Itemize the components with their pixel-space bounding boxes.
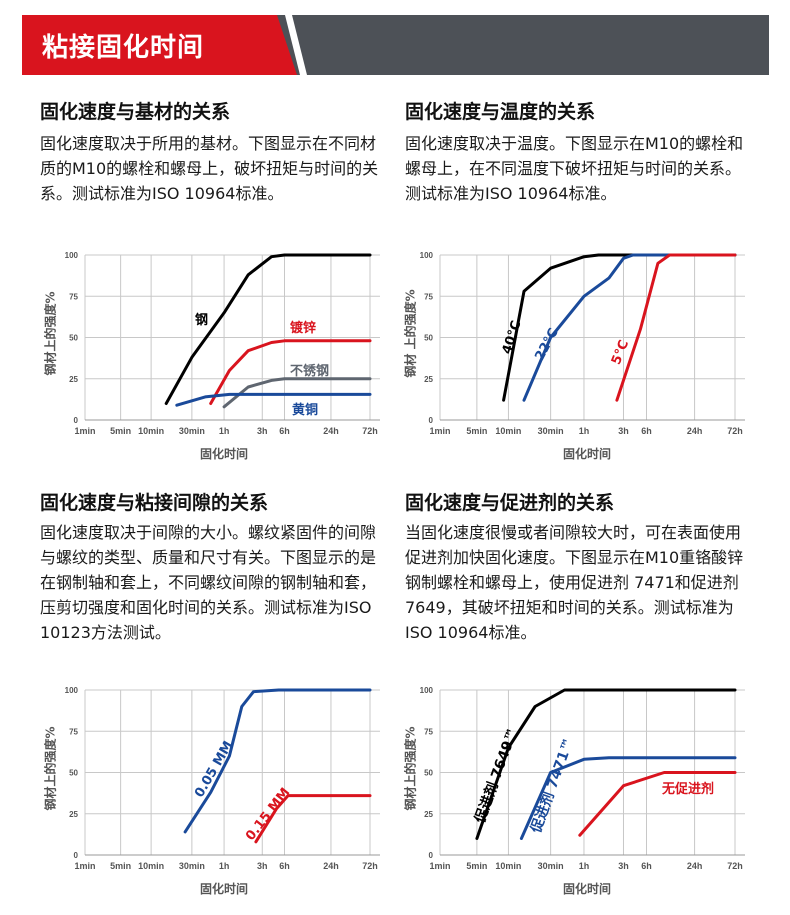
chart-svg: 1min 5min 10min 30min 1h 3h 6h 24h 72h 0 25 50 75 100 (420, 251, 745, 436)
y-tick-label: 100 (65, 686, 79, 695)
y-axis-label: 钢材上的强度% (43, 726, 58, 811)
y-tick-label: 75 (69, 292, 78, 301)
x-tick-label: 24h (323, 426, 339, 436)
chart-activator: 1min 5min 10min 30min 1h 3h 6h 24h 72h 0 25 50 75 100… (400, 680, 760, 900)
y-tick-label: 100 (420, 251, 434, 260)
y-tick-label: 75 (424, 292, 433, 301)
y-tick-label: 100 (65, 251, 79, 260)
y-tick-label: 25 (424, 375, 433, 384)
y-tick-label: 25 (69, 810, 78, 819)
x-tick-label: 10min (495, 426, 521, 436)
series-label: 钢 (195, 313, 209, 328)
x-tick-label: 1min (74, 861, 95, 871)
header-banner: 粘接固化时间 (22, 15, 769, 75)
x-tick-label: 1h (579, 426, 590, 436)
x-tick-label: 5min (110, 861, 131, 871)
x-tick-label: 72h (727, 861, 743, 871)
y-tick-label: 50 (69, 334, 78, 343)
y-tick-label: 75 (424, 727, 433, 736)
section-title: 固化速度与温度的关系 (405, 101, 596, 123)
chart-temperature: 1min 5min 10min 30min 1h 3h 6h 24h 72h 0 25 50 75 100… (400, 245, 760, 465)
x-tick-label: 1h (219, 426, 230, 436)
series-line (164, 253, 372, 405)
series-line (519, 756, 737, 840)
series-line (502, 253, 737, 402)
x-tick-label: 6h (641, 426, 652, 436)
x-tick-label: 6h (279, 861, 290, 871)
y-tick-label: 0 (429, 851, 434, 860)
x-tick-label: 10min (138, 861, 164, 871)
x-tick-label: 5min (466, 861, 487, 871)
x-tick-label: 30min (538, 861, 564, 871)
x-tick-label: 1h (579, 861, 590, 871)
y-tick-label: 0 (74, 851, 79, 860)
x-tick-label: 24h (687, 426, 703, 436)
series-line (615, 253, 737, 402)
section-title: 固化速度与粘接间隙的关系 (40, 492, 269, 514)
section-text: 固化速度取决于温度。下图显示在M10的螺栓和螺母上，在不同温度下破坏扭矩与时间的… (405, 134, 744, 203)
series-line (254, 794, 372, 844)
x-tick-label: 24h (323, 861, 339, 871)
x-tick-label: 3h (257, 861, 268, 871)
series-label: 无促进剂 (662, 782, 715, 797)
x-tick-label: 3h (257, 426, 268, 436)
x-tick-label: 30min (538, 426, 564, 436)
chart-substrate: 1min 5min 10min 30min 1h 3h 6h 24h 72h 0 25 50 75 100… (40, 245, 400, 465)
x-tick-label: 1min (429, 861, 450, 871)
y-axis-label: 钢材上的强度% (43, 291, 58, 376)
x-axis-label: 固化时间 (200, 882, 249, 896)
section-title: 固化速度与基材的关系 (40, 101, 231, 123)
y-tick-label: 25 (424, 810, 433, 819)
x-tick-label: 5min (466, 426, 487, 436)
chart-gap: 1min 5min 10min 30min 1h 3h 6h 24h 72h 0 25 50 75 100… (40, 680, 400, 900)
page-title: 粘接固化时间 (42, 33, 205, 63)
y-tick-label: 50 (424, 334, 433, 343)
x-tick-label: 10min (495, 861, 521, 871)
series-label: 黄铜 (292, 403, 319, 418)
series-line (209, 339, 372, 405)
x-tick-label: 1h (219, 861, 230, 871)
series-label: 镀锌 (290, 321, 317, 336)
x-axis-label: 固化时间 (563, 882, 612, 896)
section-text: 当固化速度很慢或者间隙较大时，可在表面使用促进剂加快固化速度。下图显示在M10重… (405, 523, 744, 642)
x-axis-label: 固化时间 (563, 447, 612, 461)
x-tick-label: 10min (138, 426, 164, 436)
x-tick-label: 6h (279, 426, 290, 436)
y-tick-label: 50 (424, 769, 433, 778)
x-axis-label: 固化时间 (200, 447, 249, 461)
x-tick-label: 72h (362, 426, 378, 436)
y-tick-label: 100 (420, 686, 434, 695)
x-tick-label: 30min (179, 861, 205, 871)
x-tick-label: 1min (74, 426, 95, 436)
series-label: 不锈钢 (290, 364, 330, 379)
y-tick-label: 25 (69, 375, 78, 384)
series-line (578, 771, 737, 837)
chart-svg: 1min 5min 10min 30min 1h 3h 6h 24h 72h 0 25 50 75 100 (65, 251, 380, 436)
series-line (522, 253, 737, 402)
y-tick-label: 0 (74, 416, 79, 425)
series-line (183, 688, 372, 834)
series-line (175, 392, 372, 407)
x-tick-label: 1min (429, 426, 450, 436)
x-tick-label: 3h (618, 861, 629, 871)
y-tick-label: 0 (429, 416, 434, 425)
x-tick-label: 5min (110, 426, 131, 436)
x-tick-label: 72h (727, 426, 743, 436)
section-text: 固化速度取决于所用的基材。下图显示在不同材质的M10的螺栓和螺母上，破坏扭矩与时… (40, 134, 379, 203)
x-tick-label: 6h (641, 861, 652, 871)
y-tick-label: 50 (69, 769, 78, 778)
section-text: 固化速度取决于间隙的大小。螺纹紧固件的间隙与螺纹的类型、质量和尺寸有关。下图显示… (40, 523, 377, 642)
x-tick-label: 3h (618, 426, 629, 436)
chart-svg: 1min 5min 10min 30min 1h 3h 6h 24h 72h 0 25 50 75 100 (65, 686, 380, 871)
x-tick-label: 24h (687, 861, 703, 871)
y-axis-label: 钢材上的强度% (403, 726, 418, 811)
x-tick-label: 30min (179, 426, 205, 436)
y-tick-label: 75 (69, 727, 78, 736)
x-tick-label: 72h (362, 861, 378, 871)
chart-svg: 1min 5min 10min 30min 1h 3h 6h 24h 72h 0 25 50 75 100 (420, 686, 745, 871)
y-axis-label: 钢材 上的强度% (403, 289, 418, 378)
series-line (475, 688, 737, 840)
section-title: 固化速度与促进剂的关系 (405, 492, 615, 514)
